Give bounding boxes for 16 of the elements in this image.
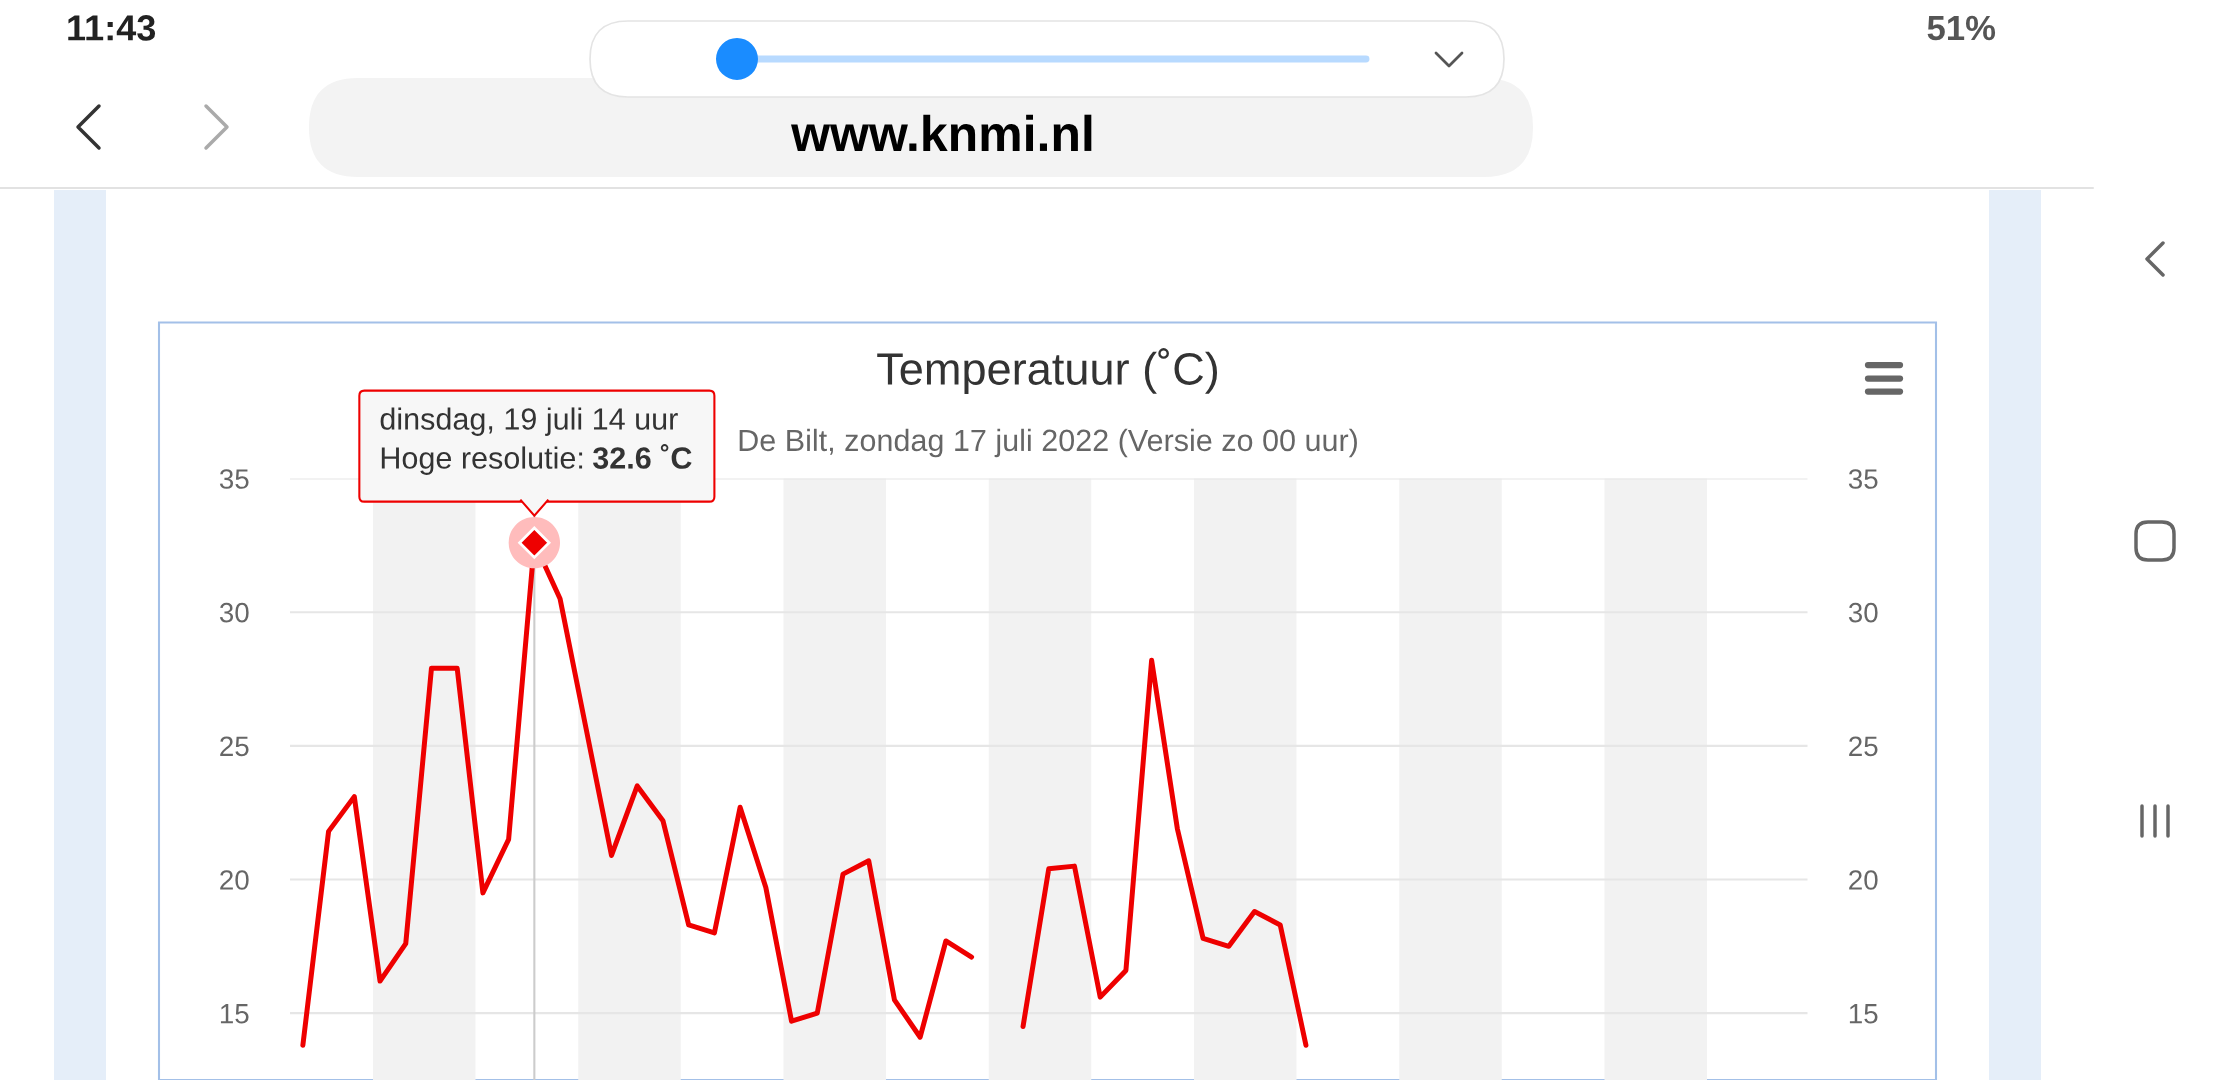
text: www.knmi.nl xyxy=(791,114,1092,151)
y2-tick-label: 15 xyxy=(1849,1004,1878,1024)
y-tick-label: 25 xyxy=(220,736,249,757)
y2-tick-label: 30 xyxy=(1848,602,1878,623)
chart-subtitle: De Bilt, zondag 17 juli 2022 (Versie zo 00 uur) xyxy=(739,428,1357,458)
chart-title: Temperatuur (˚C) xyxy=(877,348,1218,394)
y-tick-label: 15 xyxy=(220,1004,249,1024)
y2-tick-label: 25 xyxy=(1849,736,1878,757)
text: 51% xyxy=(1927,15,1996,41)
annotation: dinsdag, 19 juli 14 uur Hoge resolutie: 32.6 ˚C xyxy=(380,407,692,475)
y2-tick-label: 35 xyxy=(1848,469,1878,489)
y2-tick-label: 20 xyxy=(1849,870,1878,890)
y-tick-label: 30 xyxy=(219,602,249,623)
y-tick-label: 20 xyxy=(220,870,249,890)
y-tick-label: 35 xyxy=(219,469,249,489)
text: 11:43 xyxy=(68,15,156,41)
